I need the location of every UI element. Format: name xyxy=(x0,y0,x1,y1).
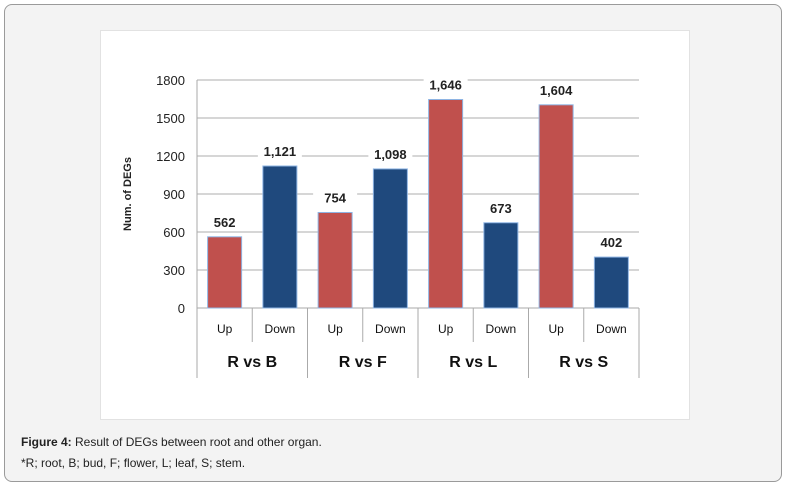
y-tick-label: 1500 xyxy=(156,111,185,126)
data-label: 754 xyxy=(324,190,346,205)
data-label-bg xyxy=(368,145,413,163)
sub-category-label: Down xyxy=(375,322,406,336)
caption-note: *R; root, B; bud, F; flower, L; leaf, S;… xyxy=(21,456,246,470)
sub-category-label: Down xyxy=(265,322,296,336)
y-tick-label: 0 xyxy=(178,301,185,316)
group-label: R vs B xyxy=(227,354,277,371)
group-label: R vs S xyxy=(559,354,608,371)
data-label: 1,121 xyxy=(264,144,297,159)
y-tick-label: 1800 xyxy=(156,73,185,88)
data-label: 1,646 xyxy=(429,78,462,93)
group-label: R vs L xyxy=(449,354,497,371)
y-tick-label: 300 xyxy=(163,263,185,278)
data-label: 1,604 xyxy=(540,83,573,98)
y-tick-label: 600 xyxy=(163,225,185,240)
bar-down xyxy=(262,165,298,309)
y-tick-label: 1200 xyxy=(156,149,185,164)
bar-down xyxy=(372,168,408,309)
sub-category-label: Down xyxy=(596,322,627,336)
bar-up xyxy=(428,99,464,309)
y-tick-label: 900 xyxy=(163,187,185,202)
bar-down xyxy=(593,256,629,309)
sub-category-label: Up xyxy=(217,322,233,336)
data-label-bg xyxy=(257,143,302,161)
bar-up xyxy=(538,104,574,309)
bar-down xyxy=(483,222,519,309)
data-label-bg xyxy=(202,213,247,231)
bar-up xyxy=(207,236,243,309)
y-axis-label: Num. of DEGs xyxy=(122,157,134,231)
figure-caption: Figure 4: Result of DEGs between root an… xyxy=(21,435,322,449)
sub-category-label: Up xyxy=(327,322,343,336)
data-label: 402 xyxy=(601,235,623,250)
bar-up xyxy=(317,211,353,309)
data-label-bg xyxy=(534,81,579,99)
data-label-bg xyxy=(423,76,468,94)
data-label-bg xyxy=(313,189,358,207)
data-label: 1,098 xyxy=(374,147,407,162)
group-label: R vs F xyxy=(339,354,387,371)
data-label-bg xyxy=(478,199,523,217)
data-label: 562 xyxy=(214,215,236,230)
sub-category-label: Up xyxy=(438,322,454,336)
caption-label: Figure 4: xyxy=(21,435,72,449)
data-label-bg xyxy=(589,234,634,252)
caption-text: Result of DEGs between root and other or… xyxy=(71,435,322,449)
data-label: 673 xyxy=(490,201,512,216)
sub-category-label: Down xyxy=(486,322,517,336)
sub-category-label: Up xyxy=(548,322,564,336)
